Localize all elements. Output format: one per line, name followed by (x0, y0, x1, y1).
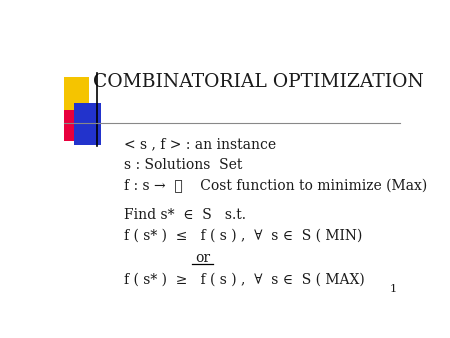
Text: 1: 1 (389, 284, 396, 294)
Bar (64, 110, 85, 141)
Text: < s , f > : an instance: < s , f > : an instance (124, 138, 276, 152)
Text: f ( s* )  ≤   f ( s ) ,  ∀  s ∈  S ( MIN): f ( s* ) ≤ f ( s ) , ∀ s ∈ S ( MIN) (124, 229, 363, 243)
Text: Find s*  ∈  S   s.t.: Find s* ∈ S s.t. (124, 208, 246, 222)
Text: f ( s* )  ≥   f ( s ) ,  ∀  s ∈  S ( MAX): f ( s* ) ≥ f ( s ) , ∀ s ∈ S ( MAX) (124, 273, 365, 287)
Bar (74, 103, 100, 145)
Text: f : s →  ℜ    Cost function to minimize (Max): f : s → ℜ Cost function to minimize (Max… (124, 179, 428, 193)
Text: COMBINATORIAL OPTIMIZATION: COMBINATORIAL OPTIMIZATION (93, 73, 424, 91)
Text: or: or (195, 251, 210, 265)
Bar (64, 77, 89, 123)
Text: s : Solutions  Set: s : Solutions Set (124, 159, 243, 172)
